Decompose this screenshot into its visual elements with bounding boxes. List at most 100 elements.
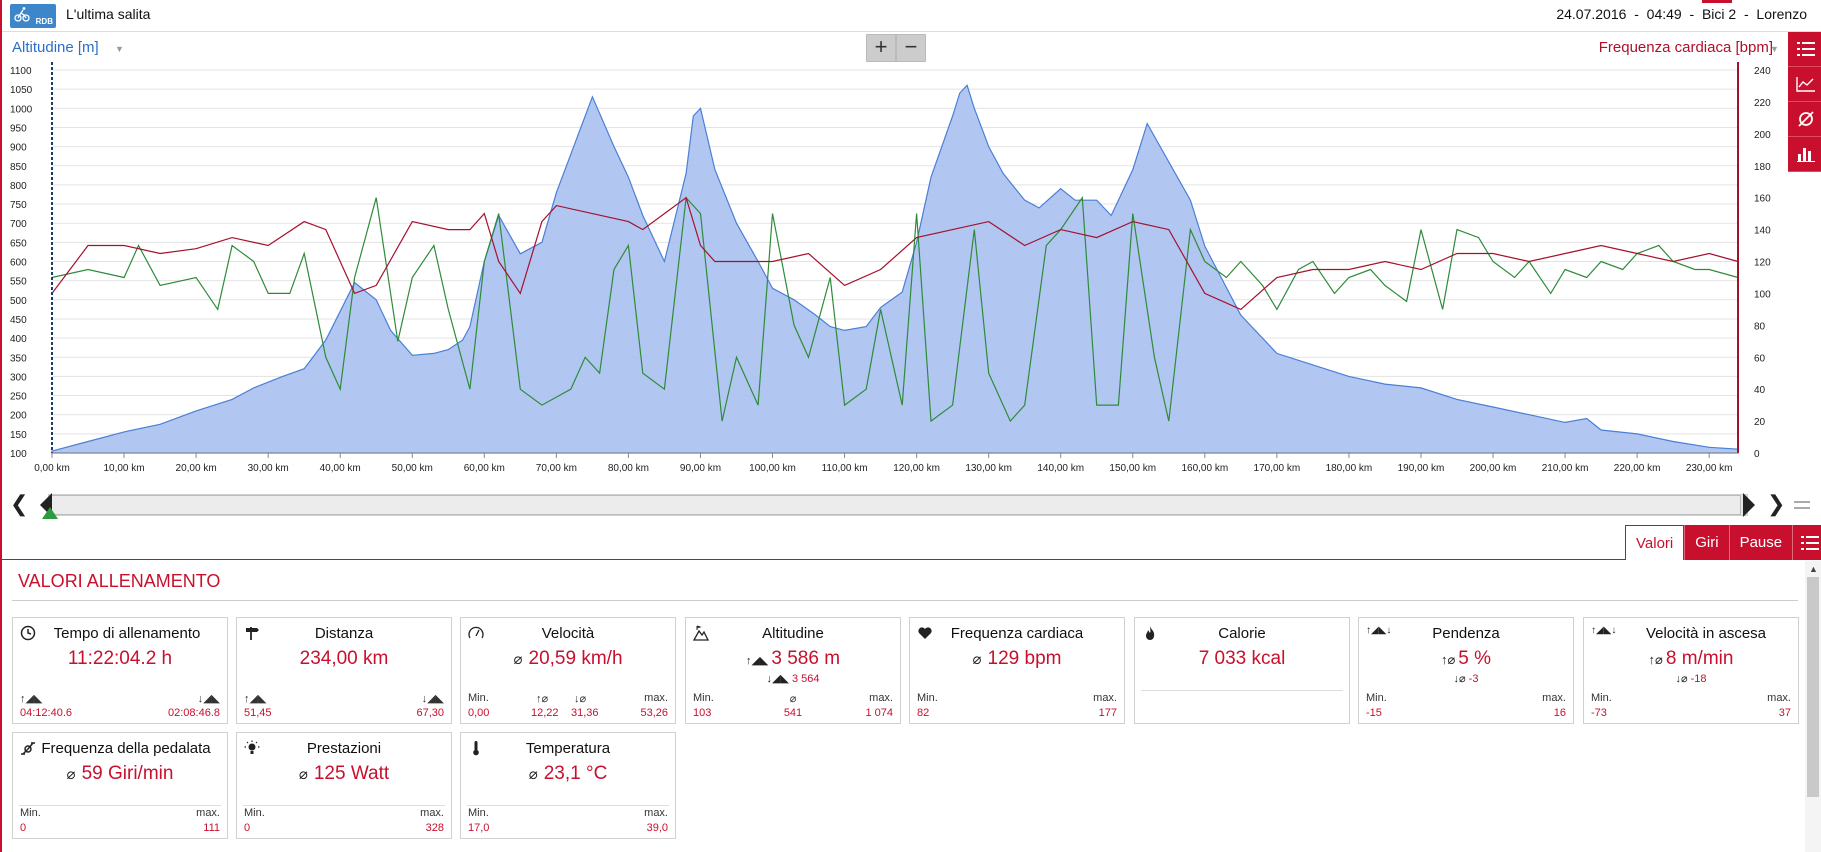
bar-chart-button[interactable]: [1788, 137, 1821, 172]
card-value: ⌀ 59 Giri/min: [13, 763, 227, 785]
card-temperatura[interactable]: Temperatura ⌀ 23,1 °C Min. max. 17,0 39,0: [460, 732, 676, 839]
y-left-tick-label: 950: [10, 123, 27, 134]
scroll-up-icon[interactable]: ▲: [1809, 564, 1818, 574]
downhill-distance: 67,30: [416, 707, 444, 719]
scroller-menu-icon[interactable]: [1794, 501, 1810, 509]
tabs-menu-button[interactable]: [1792, 525, 1821, 560]
x-tick-label: 80,00 km: [608, 463, 649, 474]
line-chart-button[interactable]: [1788, 67, 1821, 102]
card-title: Calorie: [1218, 625, 1266, 642]
max-label: max.: [644, 807, 668, 819]
average-icon: [1797, 111, 1814, 127]
section-divider: [12, 600, 1798, 601]
position-marker-icon[interactable]: [42, 507, 58, 519]
min-label: Min.: [1591, 692, 1612, 704]
x-tick-label: 180,00 km: [1326, 463, 1373, 474]
y-right-tick-label: 80: [1754, 321, 1766, 332]
scroll-left-icon[interactable]: ❮: [10, 491, 29, 516]
uphill-gradient: 5 %: [1458, 648, 1492, 669]
card-pendenza[interactable]: ↑◢◣↓ Pendenza ↑⌀ 5 % ↓⌀ -3 Min. max. -15 1…: [1358, 617, 1574, 724]
bar-chart-icon: [1796, 148, 1815, 162]
y-right-tick-label: 160: [1754, 194, 1771, 205]
logo-text: RDB: [35, 17, 53, 26]
downhill-icon: ↓◢◣: [197, 693, 220, 705]
average-icon: ⌀: [528, 766, 538, 783]
card-distanza[interactable]: Distanza 234,00 km ↑◢◣ ↓◢◣ 51,45 67,30: [236, 617, 452, 724]
card-value: ↑◢◣ 3 586 m: [686, 648, 900, 670]
zoom-out-button[interactable]: −: [896, 34, 926, 62]
card-frequenza-cardiaca[interactable]: Frequenza cardiaca ⌀ 129 bpm Min. max. 82…: [909, 617, 1125, 724]
max-label: max.: [644, 692, 668, 704]
bike-name[interactable]: Bici 2: [1701, 6, 1737, 22]
clock-icon: [20, 625, 36, 641]
min-gradient: -15: [1366, 707, 1382, 719]
average-heart-rate: 129 bpm: [987, 648, 1062, 669]
x-tick-label: 120,00 km: [893, 463, 940, 474]
max-power: 328: [425, 822, 444, 834]
uphill-average-icon: ↑⌀: [1440, 652, 1456, 667]
card-title: Velocità: [541, 625, 595, 642]
right-axis-selector[interactable]: Frequenza cardiaca [bpm]: [1599, 39, 1773, 56]
app-logo[interactable]: RDB: [10, 4, 56, 28]
min-label: Min.: [917, 692, 938, 704]
left-axis-label: Altitudine [m]: [12, 39, 99, 56]
scroll-track[interactable]: [48, 494, 1748, 516]
card-velocita-ascesa[interactable]: ↑◢◣↓ Velocità in ascesa ↑⌀ 8 m/min ↓⌀ -18 …: [1583, 617, 1799, 724]
left-axis-caret-icon[interactable]: ▼: [115, 44, 124, 54]
y-right-tick-label: 140: [1754, 226, 1771, 237]
tab-giri[interactable]: Giri: [1684, 525, 1729, 560]
card-divider: [19, 805, 221, 806]
card-value: ⌀ 20,59 km/h: [461, 648, 675, 670]
average-button[interactable]: [1788, 102, 1821, 137]
y-left-tick-label: 350: [10, 353, 27, 364]
tab-valori[interactable]: Valori: [1625, 525, 1685, 560]
max-climb-rate: 37: [1778, 707, 1791, 719]
y-right-tick-label: 20: [1754, 417, 1766, 428]
card-value: ↑⌀ 8 m/min: [1584, 648, 1798, 670]
signpost-icon: [246, 627, 259, 640]
workout-time: 04:49: [1646, 6, 1682, 22]
card-divider: [467, 805, 669, 806]
y-right-tick-label: 60: [1754, 353, 1766, 364]
cyclist-icon: [14, 7, 30, 22]
card-title: Pendenza: [1432, 625, 1500, 642]
card-velocita[interactable]: Velocità ⌀ 20,59 km/h Min. ↑⌀ ↓⌀ max. 0,0…: [460, 617, 676, 724]
workout-title: L'ultima salita: [66, 6, 151, 22]
card-altitudine[interactable]: Altitudine ↑◢◣ 3 586 m ↓◢◣ 3 564 Min. ⌀ ma…: [685, 617, 901, 724]
average-cadence: 59 Giri/min: [81, 763, 174, 784]
right-axis-caret-icon[interactable]: ▼: [1770, 44, 1779, 54]
y-right-tick-label: 240: [1754, 66, 1771, 77]
tab-pause[interactable]: Pause: [1728, 525, 1793, 560]
max-speed: 53,26: [640, 707, 668, 719]
downhill-average-icon: ↓⌀: [1453, 673, 1466, 685]
card-calorie[interactable]: Calorie 7 033 kcal: [1134, 617, 1350, 724]
heart-icon: [918, 627, 932, 639]
uphill-icon: ↑◢◣: [20, 693, 43, 705]
y-left-tick-label: 1000: [10, 104, 33, 115]
workout-chart[interactable]: 1100105010009509008508007507006506005505…: [2, 32, 1788, 487]
values-scrollbar[interactable]: ▲: [1805, 561, 1821, 852]
scroll-thumb[interactable]: [49, 495, 1741, 515]
range-handle-right[interactable]: [1743, 493, 1757, 517]
left-axis-selector[interactable]: Altitudine [m]: [12, 39, 99, 56]
card-value: ⌀ 129 bpm: [910, 648, 1124, 670]
scroll-right-icon[interactable]: ❯: [1767, 491, 1786, 516]
speedometer-icon: [468, 626, 484, 639]
user-name[interactable]: Lorenzo: [1756, 6, 1807, 22]
y-left-tick-label: 750: [10, 200, 27, 211]
average-icon: ⌀: [513, 651, 523, 668]
min-temperature: 17,0: [468, 822, 490, 834]
average-icon: ⌀: [66, 766, 76, 783]
card-value: ⌀ 125 Watt: [237, 763, 451, 785]
card-title: Tempo di allenamento: [53, 625, 201, 642]
card-prestazioni[interactable]: Prestazioni ⌀ 125 Watt Min. max. 0 328: [236, 732, 452, 839]
list-view-button[interactable]: [1788, 32, 1821, 67]
values-scrollbar-thumb[interactable]: [1807, 577, 1819, 797]
y-left-tick-label: 150: [10, 430, 27, 441]
card-pedalata[interactable]: Frequenza della pedalata ⌀ 59 Giri/min Mi…: [12, 732, 228, 839]
card-tempo[interactable]: Tempo di allenamento 11:22:04.2 h ↑◢◣ ↓◢…: [12, 617, 228, 724]
card-value: ⌀ 23,1 °C: [461, 763, 675, 785]
x-tick-label: 50,00 km: [392, 463, 433, 474]
min-label: Min.: [468, 807, 489, 819]
zoom-in-button[interactable]: +: [866, 34, 896, 62]
